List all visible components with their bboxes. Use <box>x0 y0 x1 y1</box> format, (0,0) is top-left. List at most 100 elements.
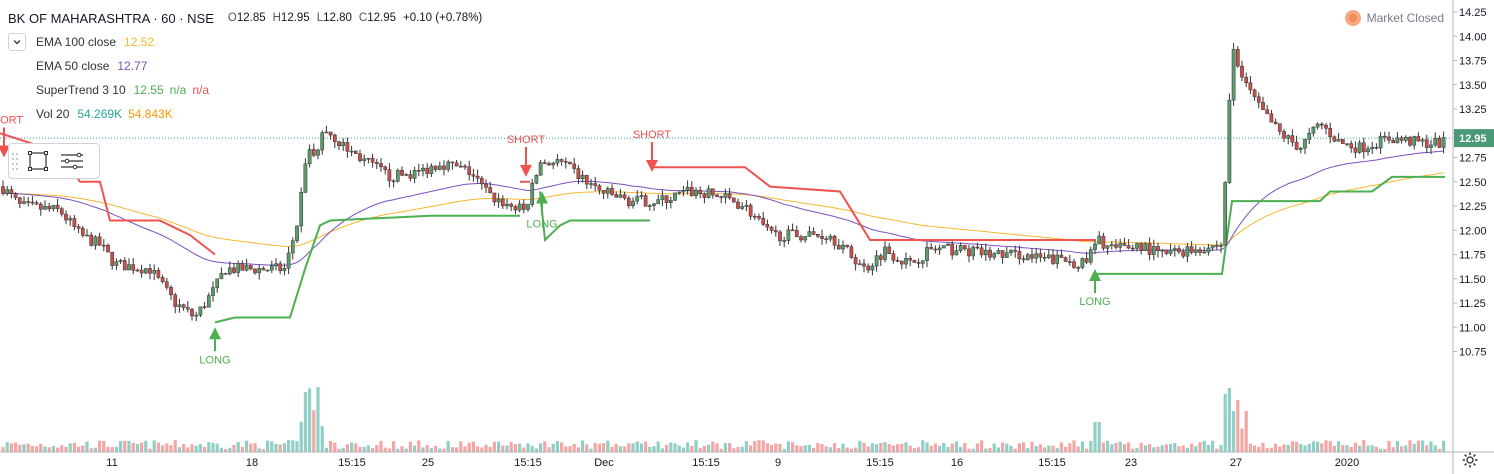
candle-body <box>941 245 946 249</box>
candle-body <box>782 240 787 242</box>
volume-bar <box>442 448 446 452</box>
candle-body <box>408 174 413 179</box>
candle-body <box>593 183 598 186</box>
volume-bar <box>879 443 883 452</box>
candle-body <box>68 218 73 221</box>
candle-body <box>933 248 938 251</box>
volume-bar <box>635 441 639 452</box>
candle-body <box>1399 137 1404 141</box>
candle-body <box>815 234 820 237</box>
volume-bar <box>182 443 186 452</box>
time-axis: 11 18 15:15 25 15:15 Dec 15:15 9 15:15 16 15:15 23 2… <box>0 451 1494 469</box>
volume-bar <box>1114 442 1118 452</box>
candle-body <box>715 194 719 197</box>
candle-body <box>996 250 1001 254</box>
volume-bar <box>509 442 513 452</box>
price-tick-label: 11.00 <box>1459 322 1486 334</box>
candle-body <box>1420 139 1425 142</box>
volume-bar <box>1143 445 1147 452</box>
candle-body <box>1172 248 1177 251</box>
volume-bar <box>68 443 72 452</box>
candle-body <box>1101 235 1106 249</box>
price-axis-bg <box>1453 0 1494 474</box>
volume-bar <box>312 410 316 452</box>
market-status-label: Market Closed <box>1366 11 1444 25</box>
volume-bar <box>140 442 144 452</box>
candle-body <box>920 260 925 264</box>
candle-body <box>1004 252 1009 258</box>
candle-body <box>983 249 988 256</box>
volume-bar <box>257 448 261 452</box>
indicator-ema100[interactable]: EMA 100 close 12.52 <box>8 30 489 54</box>
candle-body <box>395 170 400 182</box>
volume-bar <box>1051 445 1055 452</box>
candle-body <box>1261 102 1265 110</box>
gear-icon[interactable] <box>1461 451 1479 474</box>
volume-bar <box>1278 446 1282 452</box>
candle-body <box>807 231 812 237</box>
candle-body <box>429 165 434 174</box>
candle-body <box>475 175 480 179</box>
drag-handle-icon[interactable] <box>11 151 21 171</box>
candle-body <box>1038 253 1043 258</box>
volume-bar <box>287 440 291 452</box>
volume-bar <box>1316 441 1320 452</box>
candle-body <box>723 193 728 198</box>
volume-bar <box>988 447 992 452</box>
indicator-supertrend[interactable]: SuperTrend 3 10 12.55 n/a n/a <box>36 78 489 102</box>
candle-body <box>1303 139 1307 149</box>
volume-bar <box>484 444 488 452</box>
candle-body <box>467 166 472 175</box>
candle-body <box>282 268 287 272</box>
price-tick-label: 12.75 <box>1459 153 1487 165</box>
volume-bar <box>219 447 223 452</box>
volume-bar <box>715 443 719 452</box>
drawing-toolbar[interactable] <box>8 143 100 179</box>
volume-bar <box>593 442 597 452</box>
volume-bar <box>795 445 799 452</box>
volume-bar <box>492 441 496 452</box>
rectangle-tool-icon[interactable] <box>21 146 55 176</box>
symbol-title[interactable]: BK OF MAHARASHTRA · 60 · NSE <box>8 10 214 26</box>
volume-bar <box>845 447 849 452</box>
indicator-ema50[interactable]: EMA 50 close 12.77 <box>36 54 489 78</box>
volume-bar <box>446 440 450 452</box>
market-status[interactable]: Market Closed <box>1344 10 1444 26</box>
candle-body <box>185 307 190 310</box>
supertrend-v3: n/a <box>192 83 210 97</box>
candle-body <box>404 174 409 176</box>
candle-body <box>341 142 346 147</box>
volume-bar <box>72 442 76 452</box>
chevron-down-icon[interactable] <box>8 33 26 51</box>
indicator-volume[interactable]: Vol 20 54.269K 54.843K <box>36 102 489 126</box>
volume-bar <box>1223 393 1227 452</box>
candle-body <box>526 204 530 210</box>
candle-body <box>601 189 606 194</box>
candle-body <box>1240 65 1244 78</box>
volume-bar <box>824 446 828 452</box>
candle-body <box>891 253 896 261</box>
candle-body <box>992 253 997 258</box>
volume-bar <box>1215 448 1219 452</box>
lines-menu-icon[interactable] <box>55 146 89 176</box>
volume-bar <box>891 445 895 452</box>
candle-body <box>1311 126 1316 134</box>
volume-bar <box>1232 411 1236 452</box>
candle-body <box>89 234 94 246</box>
long-signal-label: LONG <box>526 218 557 230</box>
volume-bar <box>324 447 328 452</box>
volume-bar <box>837 448 841 452</box>
candle-body <box>841 244 845 250</box>
candle-body <box>1210 245 1215 249</box>
volume-bar <box>1009 445 1013 452</box>
candle-body <box>1328 128 1333 138</box>
volume-bar <box>1282 444 1286 452</box>
candle-body <box>862 263 866 267</box>
candle-body <box>530 182 535 205</box>
price-tick-label: 13.50 <box>1459 80 1487 92</box>
time-tick-label: 15:15 <box>692 457 720 469</box>
volume-bar <box>1131 448 1135 452</box>
candle-body <box>450 161 455 164</box>
volume-bar <box>656 441 660 452</box>
